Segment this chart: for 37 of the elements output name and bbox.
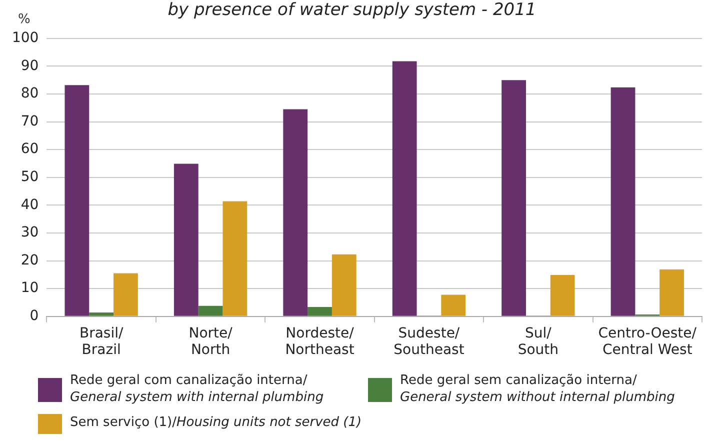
- chart-title: by presence of water supply system - 2011: [168, 0, 536, 20]
- y-tick-label: 90: [20, 58, 39, 74]
- x-tick-label: Norte/ North: [188, 325, 233, 358]
- bar: [550, 274, 575, 316]
- y-tick-label: 100: [12, 30, 39, 46]
- bar: [64, 85, 90, 316]
- y-tick-label: 20: [20, 252, 39, 268]
- bar: [610, 87, 636, 316]
- x-tick-label: Centro-Oeste/ Central West: [598, 325, 697, 358]
- bar: [332, 254, 356, 316]
- y-tick-label: 30: [20, 224, 39, 241]
- bar: [660, 269, 684, 316]
- bar: [502, 80, 526, 316]
- bar: [198, 306, 223, 316]
- y-axis-title: %: [18, 12, 30, 27]
- bar: [89, 312, 114, 316]
- legend-label: Rede geral sem canalização interna/ General system without internal plumbing: [400, 373, 675, 405]
- bar: [392, 61, 417, 316]
- x-tick-label: Brasil/ Brazil: [79, 325, 124, 358]
- y-tick-label: 70: [20, 113, 39, 130]
- y-tick-label: 80: [20, 86, 39, 102]
- bar: [283, 109, 308, 316]
- y-tick-label: 10: [20, 280, 39, 296]
- bar: [174, 164, 198, 316]
- bar: [308, 306, 332, 316]
- legend-label: Rede geral com canalização interna/ General system with internal plumbing: [70, 373, 324, 405]
- y-tick-label: 0: [30, 308, 39, 324]
- y-tick-label: 40: [20, 196, 39, 213]
- y-tick-label: 60: [20, 141, 39, 158]
- x-tick-label: Nordeste/ Northeast: [285, 325, 355, 358]
- bar: [441, 294, 466, 316]
- bar: [114, 273, 138, 316]
- y-tick-label: 50: [20, 169, 39, 186]
- bar: [222, 201, 248, 316]
- legend-label: Sem serviço (1)/Housing units not served (1): [70, 415, 362, 430]
- x-tick-label: Sudeste/ Southeast: [394, 325, 465, 358]
- x-tick-label: Sul/ South: [518, 325, 559, 358]
